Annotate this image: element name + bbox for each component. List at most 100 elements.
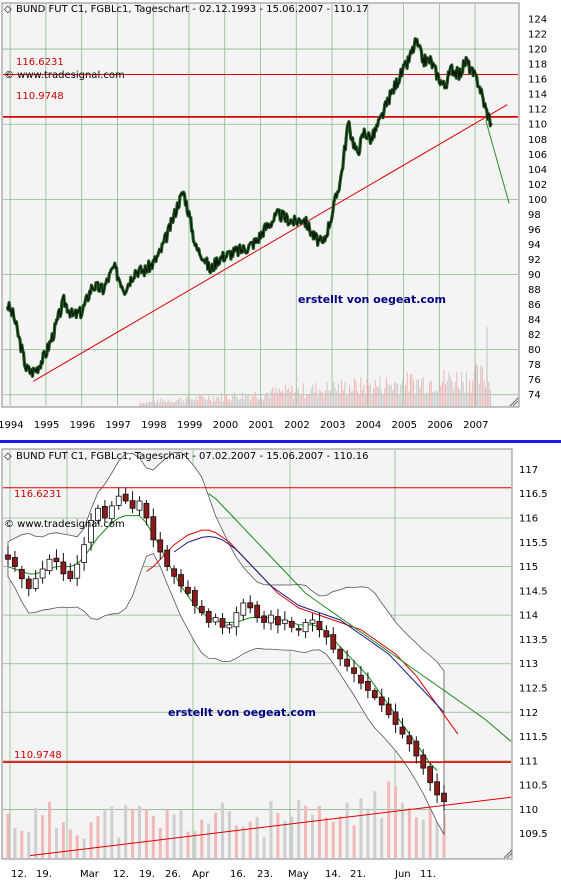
bottom-trend-line — [29, 796, 512, 857]
bottom-volume-bar — [297, 800, 301, 858]
bottom-y-tick-label: 109.5 — [519, 829, 548, 840]
top-level-label-upper: 116.6231 — [16, 57, 64, 68]
bottom-volume-bar — [338, 816, 342, 858]
top-y-tick-label: 82 — [528, 330, 541, 341]
bottom-volume-bar — [255, 816, 259, 858]
bottom-volume-bar — [68, 829, 72, 858]
top-y-tick-label: 80 — [528, 345, 541, 356]
bottom-candle-body — [178, 574, 184, 587]
panel-separator — [0, 440, 561, 443]
top-y-tick-label: 98 — [528, 210, 541, 221]
bottom-candle-body — [406, 735, 413, 745]
bottom-source-label: © www.tradesignal.com — [4, 519, 125, 530]
bottom-x-tick-label: 23. — [257, 869, 273, 880]
bottom-y-tick-label: 111 — [519, 756, 538, 767]
top-y-tick-label: 78 — [528, 360, 541, 371]
bottom-volume-bar — [262, 836, 266, 858]
bottom-volume-bar — [75, 835, 79, 858]
bottom-candles — [5, 487, 447, 811]
top-chart-title: BUND FUT C1, FGBLc1, Tageschart - 02.12.… — [16, 4, 368, 15]
bottom-candle-body — [191, 590, 198, 606]
top-y-tick-label: 96 — [528, 225, 541, 236]
bottom-x-tick-label: 16. — [230, 869, 246, 880]
top-y-tick-label: 118 — [528, 60, 547, 71]
top-y-tick-label: 110 — [528, 120, 547, 131]
top-y-tick-label: 92 — [528, 255, 541, 266]
bottom-ema-long — [173, 535, 445, 713]
top-x-tick-label: 1995 — [34, 420, 59, 431]
bottom-y-tick-label: 110 — [519, 805, 538, 816]
top-resize-handle[interactable] — [509, 397, 519, 407]
bottom-candle-body — [420, 754, 427, 769]
bottom-volume-bar — [380, 818, 384, 858]
bottom-volume-bar — [290, 816, 294, 858]
bottom-candle-body — [441, 792, 447, 803]
bottom-candle-body — [275, 616, 281, 626]
bottom-candle-body — [67, 570, 74, 580]
top-level-label-lower: 110.9748 — [16, 91, 64, 102]
bottom-candle-body — [247, 602, 254, 609]
bottom-volume-bar — [54, 828, 58, 858]
bottom-y-tick-label: 115.5 — [519, 538, 548, 549]
bottom-x-tick-label: 12. — [113, 869, 129, 880]
bottom-volume-bar — [89, 822, 93, 858]
bottom-candle-body — [364, 680, 371, 691]
bottom-candle-body — [5, 554, 11, 560]
top-x-tick-label: 2003 — [320, 420, 345, 431]
bottom-candle-body — [371, 690, 378, 699]
bottom-candle-body — [39, 568, 46, 579]
bottom-volume-bar — [435, 790, 439, 858]
top-price-line — [6, 38, 492, 377]
top-chart-icon[interactable]: ◇ — [4, 4, 12, 15]
bottom-volume-bar — [214, 812, 218, 858]
bottom-chart-icon[interactable]: ◇ — [4, 451, 12, 462]
bottom-x-tick-label: May — [288, 869, 309, 880]
top-y-tick-label: 90 — [528, 270, 541, 281]
bottom-volume-bar — [158, 827, 162, 858]
top-y-tick-label: 124 — [528, 15, 547, 26]
bottom-volume-bar — [179, 810, 183, 858]
bottom-volume-bar — [41, 815, 45, 858]
bottom-x-tick-label: 14. — [325, 869, 341, 880]
bottom-volume-bar — [200, 819, 204, 858]
bottom-candle-body — [157, 539, 164, 553]
bottom-x-tick-label: 21. — [350, 869, 366, 880]
bottom-volume-bar — [304, 805, 308, 858]
bottom-volume-bar — [345, 802, 349, 858]
bottom-candle-body — [108, 505, 115, 520]
bottom-x-tick-label: 19. — [139, 869, 155, 880]
bottom-x-tick-label: 12. — [11, 869, 27, 880]
bottom-candle-body — [198, 606, 205, 614]
bottom-candle-body — [413, 740, 420, 757]
top-x-tick-label: 2007 — [463, 420, 488, 431]
bottom-volume-bars — [6, 781, 446, 858]
bottom-y-tick-label: 112 — [519, 708, 538, 719]
bottom-candle-body — [18, 568, 25, 580]
bottom-resize-handle[interactable] — [503, 849, 513, 859]
bottom-x-tick-label: 26. — [165, 869, 181, 880]
bottom-candle-body — [316, 620, 323, 631]
bottom-volume-bar — [400, 803, 404, 858]
bottom-volume-bar — [48, 801, 52, 858]
bottom-candle-body — [32, 578, 39, 589]
top-y-tick-label: 116 — [528, 75, 547, 86]
bottom-candle-body — [12, 557, 18, 567]
bottom-volume-bar — [407, 807, 411, 858]
bottom-volume-bar — [151, 815, 155, 858]
top-y-tick-label: 76 — [528, 375, 541, 386]
bottom-candle-body — [95, 507, 101, 521]
bottom-candle-body — [434, 781, 440, 796]
bottom-candle-body — [358, 674, 364, 684]
bottom-candle-body — [74, 563, 81, 579]
bottom-volume-bar — [221, 802, 225, 858]
long-term-chart: 74 76 78 80 82 84 86 88 90 92 94 96 98 100 102 104 106 10… — [0, 2, 547, 431]
bottom-level-label-upper: 116.6231 — [14, 489, 62, 500]
bottom-candle-body — [330, 634, 337, 650]
bottom-candle-body — [164, 549, 171, 567]
bottom-volume-bar — [276, 812, 280, 858]
bottom-candle-body — [205, 611, 212, 623]
bottom-candle-body — [115, 495, 122, 506]
top-levels — [3, 73, 518, 382]
top-y-tick-label: 108 — [528, 135, 547, 146]
bottom-candle-body — [101, 506, 108, 519]
